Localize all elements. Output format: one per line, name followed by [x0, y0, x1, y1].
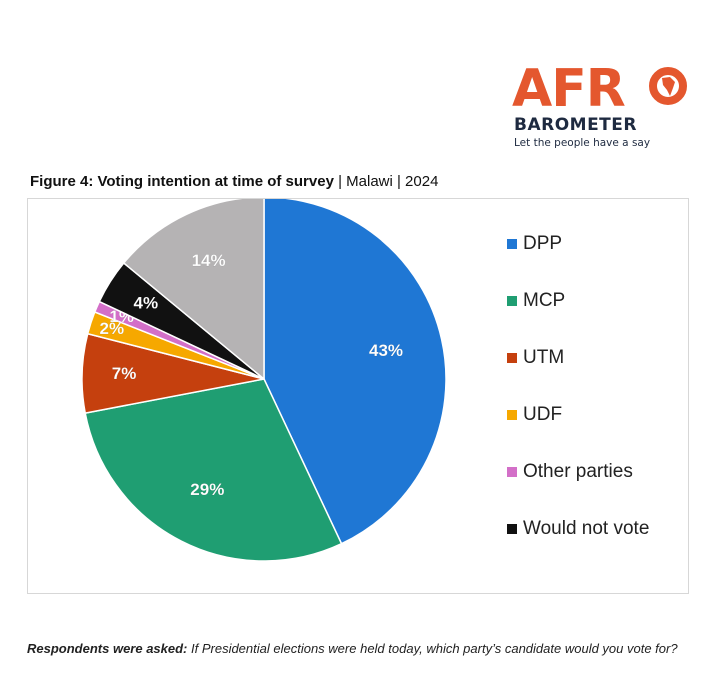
legend-label: Other parties: [523, 461, 633, 482]
pie-chart: 43%29%7%2%1%4%14%: [81, 199, 447, 562]
survey-question: Respondents were asked: If Presidential …: [27, 641, 697, 656]
figure-title-context: | Malawi | 2024: [333, 173, 439, 190]
chart-legend: DPP MCP UTM UDF Other parties Would not vote: [507, 232, 649, 574]
legend-item-dpp: DPP: [507, 232, 649, 256]
legend-item-udf: UDF: [507, 403, 649, 427]
afrobarometer-logo: AFR BAROMETER Let the people have a say: [512, 62, 692, 152]
legend-swatch: [507, 467, 517, 477]
legend-label: MCP: [523, 290, 566, 311]
pie-slice-dpp: [263, 199, 447, 545]
pie-data-label-utm: 7%: [112, 364, 137, 383]
legend-swatch: [507, 524, 517, 534]
legend-label: UTM: [523, 347, 565, 368]
legend-item-other-parties: Other parties: [507, 460, 649, 484]
pie-slice-unlabeled: [122, 199, 265, 381]
figure-title-main: Figure 4: Voting intention at time of su…: [30, 173, 334, 190]
legend-label: Would not vote: [523, 518, 650, 539]
legend-item-would-not-vote: Would not vote: [507, 517, 649, 541]
legend-swatch: [507, 239, 517, 249]
survey-question-text: If Presidential elections were held toda…: [187, 641, 678, 656]
pie-data-label-would-not-vote: 4%: [134, 293, 159, 312]
chart-frame: 43% 29% 7% 2% 1% 4% 14%: [27, 198, 689, 594]
survey-question-label: Respondents were asked:: [27, 641, 188, 656]
africa-globe-icon: [649, 67, 687, 105]
legend-item-utm: UTM: [507, 346, 649, 370]
logo-tagline: Let the people have a say: [514, 137, 651, 149]
pie-slice-mcp: [84, 378, 343, 562]
legend-swatch: [507, 353, 517, 363]
pie-data-label-dpp: 43%: [369, 341, 403, 360]
logo-subtitle: BAROMETER: [514, 115, 637, 135]
legend-swatch: [507, 410, 517, 420]
pie-data-label-udf: 2%: [100, 319, 125, 338]
legend-label: DPP: [523, 233, 563, 254]
pie-data-label-mcp: 29%: [190, 480, 224, 499]
figure-title: Figure 4: Voting intention at time of su…: [30, 173, 438, 190]
legend-label: UDF: [523, 404, 563, 425]
legend-item-mcp: MCP: [507, 289, 649, 313]
legend-swatch: [507, 296, 517, 306]
pie-data-label-unlabeled: 14%: [192, 251, 226, 270]
logo-wordmark: AFR: [512, 59, 626, 119]
